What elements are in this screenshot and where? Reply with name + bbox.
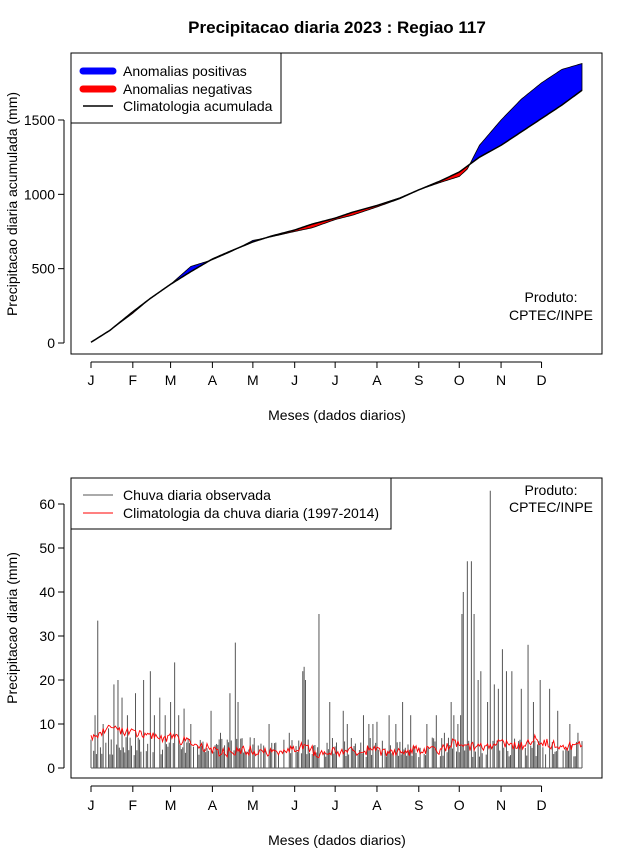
legend-daily-climatology-label: Climatologia da chuva diaria (1997-2014) bbox=[123, 505, 379, 521]
top-x-tick-label: M bbox=[247, 372, 259, 388]
bottom-y-tick-label: 0 bbox=[47, 760, 55, 776]
bottom-x-tick-label: A bbox=[372, 797, 382, 813]
bottom-x-tick-label: N bbox=[496, 797, 506, 813]
bottom-x-tick-label: F bbox=[129, 797, 138, 813]
bottom-x-tick-label: O bbox=[454, 797, 465, 813]
bottom-x-tick-label: A bbox=[208, 797, 218, 813]
legend-observed-label: Chuva diaria observada bbox=[123, 487, 271, 503]
bottom-product-label: Produto: bbox=[525, 482, 578, 498]
bottom-x-tick-label: D bbox=[536, 797, 546, 813]
bottom-x-tick-label: J bbox=[332, 797, 339, 813]
climatology-cumulative-line bbox=[90, 89, 583, 343]
top-y-tick-label: 500 bbox=[32, 261, 56, 277]
legend-climatology-label: Climatologia acumulada bbox=[123, 98, 273, 114]
bottom-product-source: CPTEC/INPE bbox=[509, 499, 593, 515]
bottom-x-tick-label: J bbox=[88, 797, 95, 813]
top-xlabel: Meses (dados diarios) bbox=[268, 407, 406, 423]
top-ylabel: Precipitacao diaria acumulada (mm) bbox=[4, 92, 20, 316]
bottom-y-tick-label: 10 bbox=[39, 716, 55, 732]
bottom-y-tick-label: 50 bbox=[39, 540, 55, 556]
top-y-tick-label: 1000 bbox=[24, 186, 55, 202]
top-plot-frame bbox=[70, 52, 603, 355]
top-x-tick-label: N bbox=[496, 372, 506, 388]
top-x-tick-label: J bbox=[88, 372, 95, 388]
bottom-legend-box bbox=[70, 477, 392, 530]
bottom-y-tick-label: 30 bbox=[39, 628, 55, 644]
negative-anomaly-area bbox=[265, 189, 419, 239]
bottom-y-tick-label: 20 bbox=[39, 672, 55, 688]
top-x-tick-label: M bbox=[165, 372, 177, 388]
top-x-tick-label: A bbox=[372, 372, 382, 388]
bottom-y-tick-label: 40 bbox=[39, 584, 55, 600]
legend-positive-label: Anomalias positivas bbox=[123, 63, 247, 79]
climatology-daily-line bbox=[90, 724, 583, 759]
top-panel: 0 500 1000 1500 J F M A M J J A S O N D Anomalias positi… bbox=[24, 52, 603, 388]
top-product-source: CPTEC/INPE bbox=[509, 307, 593, 323]
positive-anomaly-area bbox=[469, 62, 583, 165]
top-x-tick-label: D bbox=[536, 372, 546, 388]
top-x-tick-label: S bbox=[414, 372, 423, 388]
top-y-tick-label: 1500 bbox=[24, 112, 55, 128]
bottom-x-tick-label: M bbox=[247, 797, 259, 813]
bottom-x-tick-label: M bbox=[165, 797, 177, 813]
bottom-panel: 0 10 20 30 40 50 60 J F M A M J J A S O N D Chuva diaria ob… bbox=[39, 477, 603, 813]
top-product-label: Produto: bbox=[525, 289, 578, 305]
bottom-x-tick-label: J bbox=[291, 797, 298, 813]
chart-title: Precipitacao diaria 2023 : Regiao 117 bbox=[188, 18, 486, 37]
top-x-tick-label: J bbox=[291, 372, 298, 388]
bottom-x-tick-label: S bbox=[414, 797, 423, 813]
bottom-y-tick-label: 60 bbox=[39, 496, 55, 512]
top-x-tick-label: J bbox=[332, 372, 339, 388]
bottom-xlabel: Meses (dados diarios) bbox=[268, 832, 406, 848]
bottom-ylabel: Precipitacao diaria (mm) bbox=[4, 552, 20, 704]
top-x-tick-label: F bbox=[129, 372, 138, 388]
legend-negative-label: Anomalias negativas bbox=[123, 81, 252, 97]
top-x-tick-label: A bbox=[208, 372, 218, 388]
top-y-tick-label: 0 bbox=[47, 335, 55, 351]
top-x-tick-label: O bbox=[454, 372, 465, 388]
